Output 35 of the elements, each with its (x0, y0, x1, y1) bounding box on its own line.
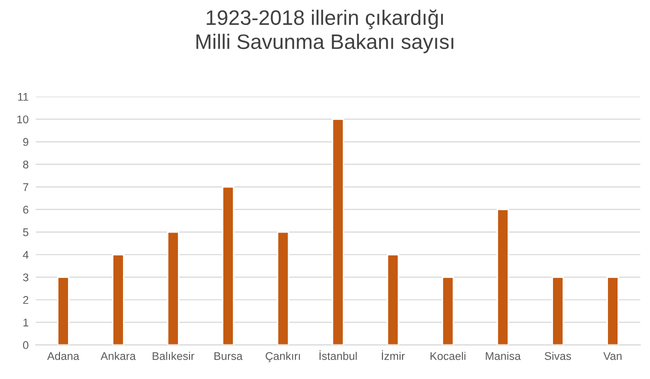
x-tick-label: Ankara (100, 352, 136, 360)
bar (166, 231, 180, 345)
y-tick-label: 9 (23, 138, 28, 146)
y-tick-label: 1 (23, 318, 28, 326)
y-tick-label: 2 (23, 296, 28, 304)
bar (496, 208, 510, 345)
bar (442, 276, 454, 345)
bar (112, 254, 124, 345)
x-tick-label: İstanbul (320, 350, 357, 360)
x-tick-label: Kocaeli (430, 352, 466, 360)
bar (276, 231, 290, 345)
y-tick-label: 3 (23, 273, 28, 282)
y-tick-label: 5 (23, 228, 28, 236)
y-tick-label: 4 (22, 251, 28, 259)
y-tick-label: 6 (23, 206, 28, 214)
y-tick-label: 7 (23, 183, 28, 191)
bar (222, 186, 234, 345)
x-tick-label: İzmir (382, 350, 405, 360)
y-tick-label: 11 (18, 93, 28, 101)
bar (552, 276, 564, 345)
y-tick-label: 10 (17, 115, 28, 124)
bar (606, 276, 619, 345)
x-tick-label: Manisa (486, 352, 521, 360)
bar (386, 254, 400, 345)
x-tick-label: Bursa (214, 352, 243, 360)
y-tick-label: 8 (23, 160, 28, 168)
x-tick-label: Çankırı (266, 352, 300, 362)
x-tick-label: Van (603, 352, 622, 360)
chart-title: 1923-2018 illerin çıkardığı Milli Savunma Bakanı sayısı (196, 9, 454, 54)
bar (332, 118, 344, 345)
x-tick-label: Sivas (544, 352, 571, 360)
x-tick-label: Adana (47, 352, 80, 360)
x-tick-label: Balıkesir (152, 352, 194, 360)
bar (57, 276, 70, 345)
y-tick-label: 0 (23, 341, 28, 350)
